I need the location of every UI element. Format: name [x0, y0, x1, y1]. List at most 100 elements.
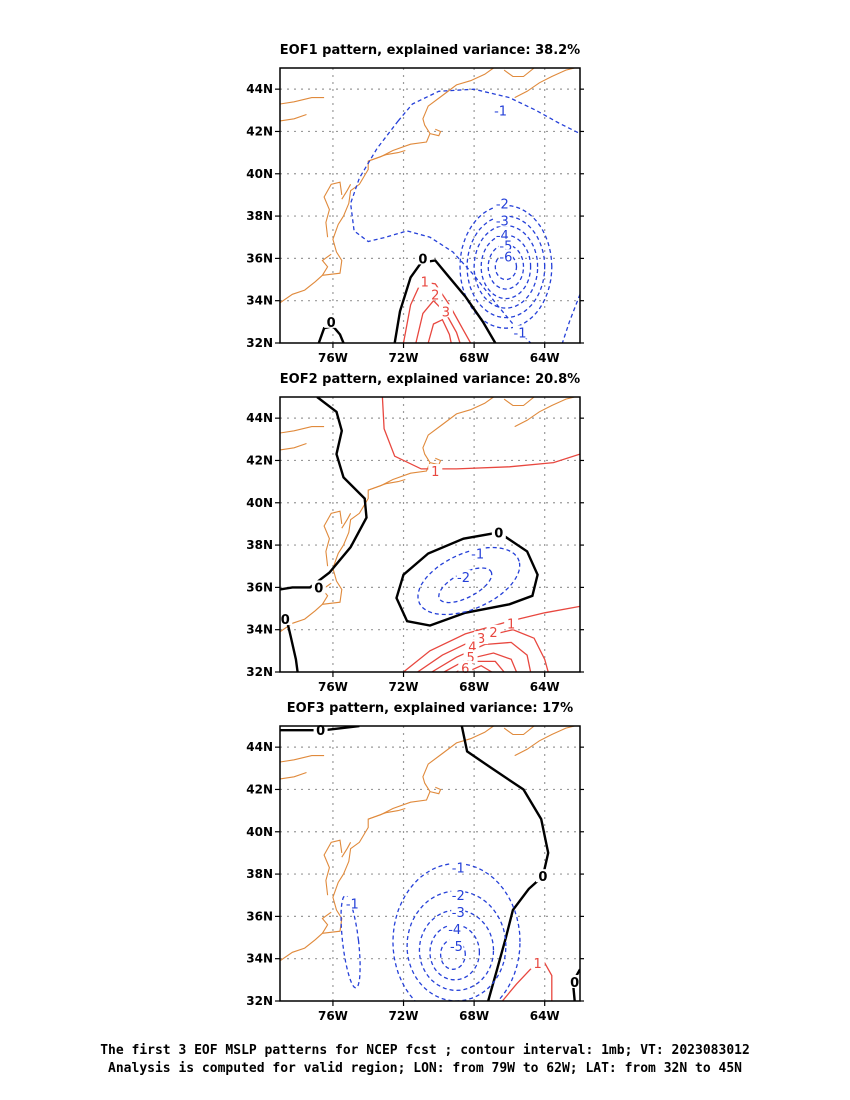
contour-label: 0 — [314, 581, 323, 596]
contour-label-bg — [438, 304, 453, 318]
negative-contour — [466, 215, 546, 319]
contour-label: 5 — [466, 651, 474, 666]
contour-label-bg — [417, 274, 432, 288]
lat-label: 36N — [246, 251, 273, 265]
contour-label: 6 — [461, 662, 469, 677]
lat-label: 38N — [246, 867, 273, 881]
contour-label: -2 — [457, 571, 470, 586]
negative-contour — [561, 294, 580, 343]
eof2-title: EOF2 pattern, explained variance: 20.8% — [280, 372, 580, 387]
contours — [280, 726, 580, 1001]
contour-label-bg — [415, 251, 430, 265]
coastline-segment — [429, 786, 442, 795]
positive-contour — [427, 318, 452, 343]
contour-label-bg — [535, 869, 550, 883]
contour-label: 3 — [477, 632, 485, 647]
contour-label-bg — [278, 612, 293, 626]
axis-ticks: 32N 34N 36N 38N 40N 42N 44N 76W 72W 68W 64W — [246, 740, 584, 1023]
coastline — [280, 68, 575, 304]
negative-contour — [459, 204, 553, 329]
negative-contour — [417, 546, 521, 616]
contour-label-bg — [486, 624, 501, 638]
coastline-segment — [280, 397, 494, 633]
zero-contour — [395, 531, 539, 627]
lat-label: 44N — [246, 82, 273, 96]
negative-contour — [487, 243, 525, 290]
contour-label: 1 — [534, 957, 542, 972]
positive-contour — [417, 629, 549, 672]
contour-label: 4 — [468, 641, 476, 656]
contour-label: -1 — [471, 548, 484, 563]
coastline-segment — [280, 113, 307, 122]
negative-contour — [494, 253, 518, 281]
map-frame — [279, 725, 581, 1002]
coastline-segment — [280, 68, 494, 304]
eof2-panel: EOF2 pattern, explained variance: 20.8% 1… — [246, 372, 584, 694]
coastline-segment — [368, 478, 406, 491]
lat-label: 42N — [246, 124, 273, 138]
contour-label-bg — [456, 569, 471, 583]
caption-line-2: Analysis is computed for valid region; L… — [108, 1061, 742, 1076]
lon-label: 68W — [459, 680, 489, 694]
contour-label: -3 — [496, 214, 509, 229]
contour-label-bg — [567, 974, 582, 988]
contour-label: 0 — [281, 613, 290, 628]
contour-label: -6 — [499, 250, 512, 265]
contour-label: -1 — [346, 898, 359, 913]
lat-label: 34N — [246, 952, 273, 966]
negative-contour — [473, 224, 539, 309]
eof1-title: EOF1 pattern, explained variance: 38.2% — [280, 43, 580, 58]
contour-label-bg — [504, 616, 519, 630]
coastline-segment — [514, 397, 575, 428]
contour-label: 1 — [507, 617, 515, 632]
contour-label: 3 — [442, 305, 450, 320]
contour-label: 2 — [431, 288, 439, 303]
contours — [317, 88, 580, 343]
contour-label-bg — [451, 888, 466, 902]
contour-label: -2 — [496, 197, 509, 212]
coastline-segment — [514, 68, 575, 99]
coastline-segment — [280, 726, 494, 962]
contour-label-bg — [493, 103, 508, 117]
contour-label-bg — [513, 325, 527, 339]
coastline-segment — [321, 911, 332, 934]
contour-label-bg — [447, 922, 462, 936]
coastline-segment — [341, 184, 352, 200]
map-frame — [279, 396, 581, 673]
contour-label-bg — [311, 580, 326, 594]
lon-label: 72W — [389, 680, 419, 694]
coastline-segment — [323, 181, 343, 238]
coastline-segment — [503, 397, 535, 407]
lon-label: 76W — [318, 680, 348, 694]
coastline-segment — [429, 457, 442, 466]
lon-label: 64W — [530, 680, 560, 694]
contour-label-bg — [530, 955, 545, 969]
gridlines — [280, 726, 580, 1001]
lon-label: 68W — [459, 1009, 489, 1023]
contour-label-bg — [324, 314, 339, 328]
lat-label: 40N — [246, 825, 273, 839]
contour-label-bg — [495, 213, 510, 227]
gridlines — [280, 68, 580, 343]
coastline-segment — [503, 726, 535, 736]
lat-label: 32N — [246, 994, 273, 1008]
contour-label: 0 — [418, 252, 427, 267]
contour-label: 0 — [570, 976, 579, 991]
contour-label: -4 — [448, 923, 461, 938]
zero-contour — [460, 726, 550, 1001]
contour-label: -1 — [452, 862, 465, 877]
contour-label-bg — [451, 905, 466, 919]
contour-label: -2 — [452, 889, 465, 904]
lat-label: 32N — [246, 665, 273, 679]
contour-label-bg — [498, 249, 513, 263]
contour-label: 0 — [316, 724, 325, 739]
contour-label: -1 — [494, 104, 507, 119]
coastline — [280, 397, 575, 633]
contour-label: 0 — [494, 526, 503, 541]
contour-label-bg — [495, 196, 510, 210]
lon-label: 68W — [459, 351, 489, 365]
contour-label: 0 — [538, 870, 547, 885]
contour-label-bg — [345, 896, 360, 910]
lon-label: 76W — [318, 351, 348, 365]
